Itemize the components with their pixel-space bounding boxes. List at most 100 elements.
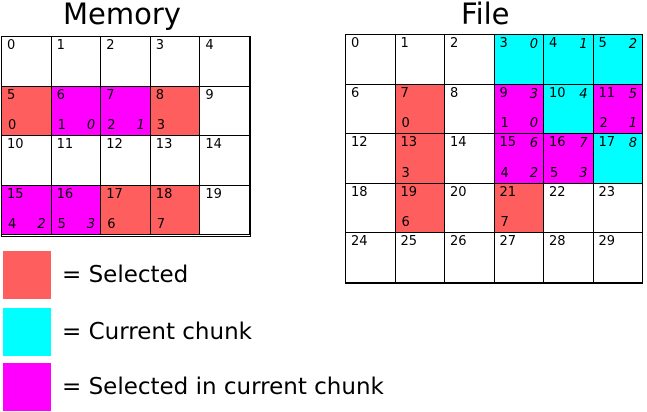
cell-index: 7 [106,87,115,103]
legend-swatch-selected [3,251,51,299]
selection-index: 3 [401,165,410,181]
cell-index: 15 [499,135,517,150]
memory-cell-15: 15 4 2 [1,184,52,236]
selection-index: 2 [599,116,608,131]
cell-index: 13 [400,135,418,150]
cell-index: 1 [400,36,409,51]
file-cell-27: 27 [493,232,544,283]
file-cell-22: 22 [543,182,594,233]
cell-index: 26 [450,234,467,249]
cell-index: 2 [106,38,115,53]
chunk-index: 2 [628,37,637,52]
cell-index: 10 [549,85,566,101]
cell-index: 10 [7,137,24,153]
cell-index: 5 [7,87,16,103]
chunk-index: 3 [529,86,538,102]
chunk-index: 5 [628,86,637,102]
cell-index: 8 [450,85,459,101]
file-cell-18: 18 [345,182,396,233]
legend-label-selected: = Selected [62,262,189,288]
file-cell-21: 21 7 [493,182,544,233]
cell-index: 4 [549,36,558,51]
cell-index: 13 [155,137,173,153]
file-cell-20: 20 [444,182,495,233]
file-cell-28: 28 [543,232,594,283]
cell-index: 17 [598,135,616,150]
cell-index: 22 [549,184,566,200]
cell-index: 15 [7,186,24,202]
memory-cell-13: 13 [149,135,201,186]
cell-index: 14 [450,135,467,150]
file-cell-17: 17 8 [592,133,643,184]
memory-cell-9: 9 [199,85,250,137]
cell-index: 17 [106,186,123,202]
chunk-selection-index: 1 [628,116,637,131]
cell-index: 21 [499,184,517,200]
cell-index: 11 [56,137,74,153]
file-cell-15: 15 4 6 2 [493,133,544,184]
chunk-index: 4 [579,86,588,102]
cell-index: 29 [598,234,616,249]
cell-index: 9 [205,87,214,103]
file-cell-13: 13 3 [394,133,445,184]
selection-index: 7 [500,215,509,230]
cell-index: 27 [499,234,517,249]
file-cell-14: 14 [444,133,495,184]
cell-index: 14 [205,137,222,153]
cell-index: 28 [549,234,566,249]
file-cell-9: 9 1 3 0 [493,83,544,134]
memory-cell-16: 16 5 3 [50,184,102,236]
cell-index: 24 [351,234,368,249]
memory-cell-14: 14 [199,135,250,186]
memory-cell-6: 6 1 0 [50,85,102,137]
file-cell-11: 11 2 5 1 [592,83,643,134]
memory-grid: 0 1 2 3 4 5 0 6 1 0 7 2 1 8 3 9 10 11 12 13 14 15 4 2 16 5 3 17 6 18 7… [1,36,251,237]
memory-cell-17: 17 6 [100,184,151,236]
selection-index: 4 [8,217,17,233]
chunk-index: 8 [628,136,637,151]
selection-index: 5 [57,217,66,233]
file-grid: 0 1 2 3 0 4 1 5 2 6 7 0 8 9 1 3 0 10 4 11 2 5 1 12 13 3 14 15 4 6 2 16 5… [345,34,643,284]
memory-cell-11: 11 [50,135,102,186]
chunk-index: 2 [37,217,46,233]
file-title: File [461,0,510,31]
cell-index: 0 [351,36,360,51]
chunk-selection-index: 0 [529,116,538,131]
cell-index: 3 [155,38,165,53]
file-cell-6: 6 [345,83,396,134]
memory-cell-19: 19 [199,184,250,236]
legend-label-both: = Selected in current chunk [62,374,384,400]
cell-index: 25 [400,234,418,249]
cell-index: 18 [155,186,173,202]
memory-cell-0: 0 [1,36,52,87]
selection-index: 6 [401,215,410,230]
cell-index: 5 [598,36,607,51]
selection-index: 1 [57,118,66,134]
legend-swatch-current [3,308,51,356]
memory-cell-4: 4 [199,36,250,87]
cell-index: 6 [351,85,360,101]
memory-cell-1: 1 [50,36,102,87]
selection-index: 0 [401,116,410,131]
file-cell-16: 16 5 7 3 [543,133,594,184]
cell-index: 11 [598,85,616,101]
file-cell-24: 24 [345,232,396,283]
file-cell-8: 8 [444,83,495,134]
file-cell-1: 1 [394,34,445,85]
cell-index: 12 [106,137,123,153]
cell-index: 1 [56,38,65,53]
selection-index: 1 [500,116,509,131]
cell-index: 23 [598,184,616,200]
file-cell-10: 10 4 [543,83,594,134]
selection-index: 0 [8,118,17,134]
file-cell-2: 2 [444,34,495,85]
cell-index: 19 [400,184,418,200]
chunk-index: 1 [579,37,588,52]
cell-index: 20 [450,184,467,200]
